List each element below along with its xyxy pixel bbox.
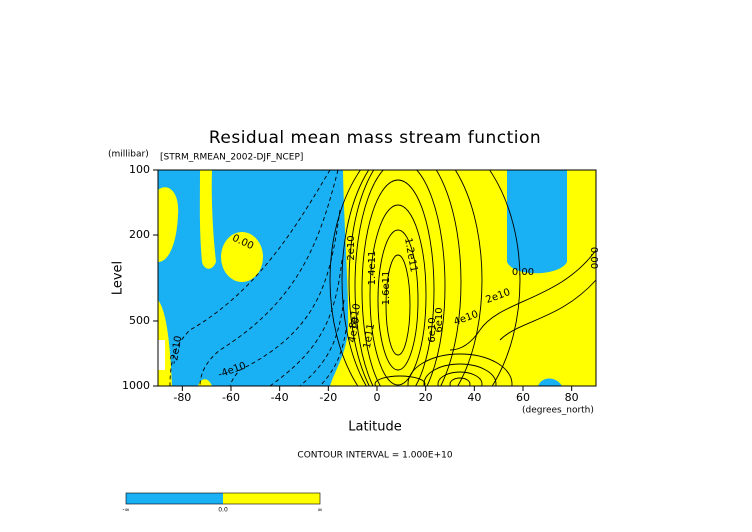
y-tick-label: 1000: [122, 379, 150, 392]
x-tick-label: -20: [319, 391, 337, 404]
colorbar-frame: [125, 492, 321, 505]
y-axis-label: Level: [111, 261, 126, 295]
contour-label: 1e11: [362, 323, 377, 350]
x-tick-label: 40: [467, 391, 481, 404]
contour-label: 2e10: [346, 235, 357, 260]
colorbar-positive: [223, 493, 320, 504]
contour-lines: [329, 170, 596, 386]
y-tick-label: 100: [129, 163, 150, 176]
x-tick-label: 20: [419, 391, 433, 404]
x-tick-label: -60: [222, 391, 240, 404]
contour-label: -2e10: [169, 335, 185, 365]
contour-label: 1.6e11: [381, 271, 392, 306]
contour-label: 4e10: [347, 317, 362, 344]
contour-label: 0.00: [512, 267, 534, 278]
chart-title: Residual mean mass stream function: [209, 128, 541, 148]
x-tick-label: 0: [374, 391, 381, 404]
positive-region: [158, 187, 179, 262]
subtitle: [STRM_RMEAN_2002-DJF_NCEP]: [160, 153, 303, 163]
y-tick-label: 200: [129, 228, 150, 241]
footer: CONTOUR INTERVAL = 1.000E+10: [297, 451, 452, 461]
contour-label: 0.00: [588, 247, 599, 269]
negative-contour-lines: [169, 170, 347, 386]
positive-region: [199, 170, 216, 269]
x-tick-label: -40: [271, 391, 289, 404]
x-tick-label: 80: [565, 391, 579, 404]
x-axis-label: Latitude: [348, 420, 402, 435]
y-tick-label: 500: [129, 314, 150, 327]
contour-label: 6e10: [427, 317, 438, 342]
missing-region: [158, 340, 165, 370]
colorbar-label: -∞: [122, 507, 129, 514]
positive-region: [198, 379, 212, 386]
negative-region: [538, 378, 562, 386]
contour-label: 6e10: [434, 307, 445, 332]
x-tick-label: 60: [516, 391, 530, 404]
contour-label: 1.4e11: [367, 251, 378, 286]
field: [158, 170, 596, 386]
colorbar-label: ∞: [318, 507, 323, 514]
y-units: (millibar): [108, 150, 149, 160]
negative-region: [507, 170, 567, 274]
x-tick-label: -80: [173, 391, 191, 404]
colorbar-label: 0.0: [218, 507, 228, 514]
colorbar-negative: [126, 493, 223, 504]
x-units: (degrees_north): [522, 406, 594, 416]
contour-label: 8e10: [348, 303, 363, 330]
positive-region: [221, 232, 263, 282]
